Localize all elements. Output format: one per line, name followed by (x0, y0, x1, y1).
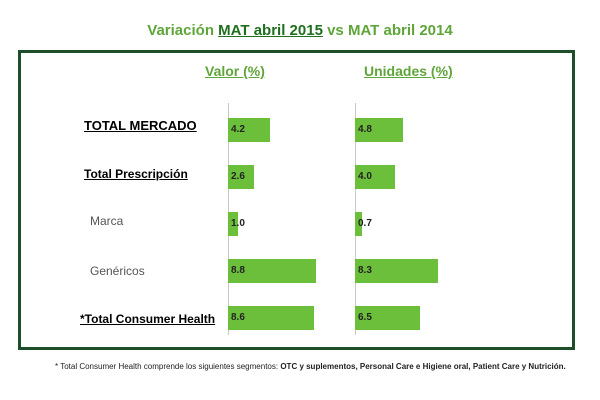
bar-value-label: 8.6 (231, 312, 245, 323)
category-label: Marca (90, 214, 124, 228)
category-label: *Total Consumer Health (80, 312, 216, 326)
bar-value-label: 4.2 (231, 124, 245, 135)
bar-valor (228, 118, 270, 142)
bar-valor (228, 165, 254, 189)
bar-value-label: 8.3 (358, 265, 372, 276)
title-suffix: vs MAT abril 2014 (327, 22, 453, 39)
title-highlight: MAT abril 2015 (218, 22, 323, 39)
bar-unidades (355, 118, 403, 142)
bar-value-label: 4.8 (358, 124, 372, 135)
category-label: TOTAL MERCADO (84, 118, 197, 133)
bar-unidades (355, 306, 420, 330)
bar-valor (228, 306, 314, 330)
bar-unidades (355, 212, 362, 236)
category-label: Genéricos (90, 264, 145, 278)
series-header-valor: Valor (%) (205, 63, 265, 79)
bar-value-label: 1.0 (231, 218, 245, 229)
bar-value-label: 8.8 (231, 265, 245, 276)
bar-value-label: 0.7 (358, 218, 372, 229)
bar-unidades (355, 259, 438, 283)
bar-valor (228, 212, 238, 236)
chart-title: Variación MAT abril 2015 vs MAT abril 20… (0, 22, 600, 39)
bar-value-label: 6.5 (358, 312, 372, 323)
chart-frame (18, 50, 575, 350)
bar-value-label: 2.6 (231, 171, 245, 182)
bar-unidades (355, 165, 395, 189)
category-label: Total Prescripción (84, 167, 188, 181)
title-prefix: Variación (147, 22, 214, 39)
bar-valor (228, 259, 316, 283)
bar-value-label: 4.0 (358, 171, 372, 182)
series-header-unidades: Unidades (%) (364, 63, 453, 79)
footnote-prefix: * Total Consumer Health comprende los si… (55, 362, 279, 371)
footnote-bold: OTC y suplementos, Personal Care e Higie… (280, 362, 566, 371)
footnote: * Total Consumer Health comprende los si… (55, 362, 566, 371)
